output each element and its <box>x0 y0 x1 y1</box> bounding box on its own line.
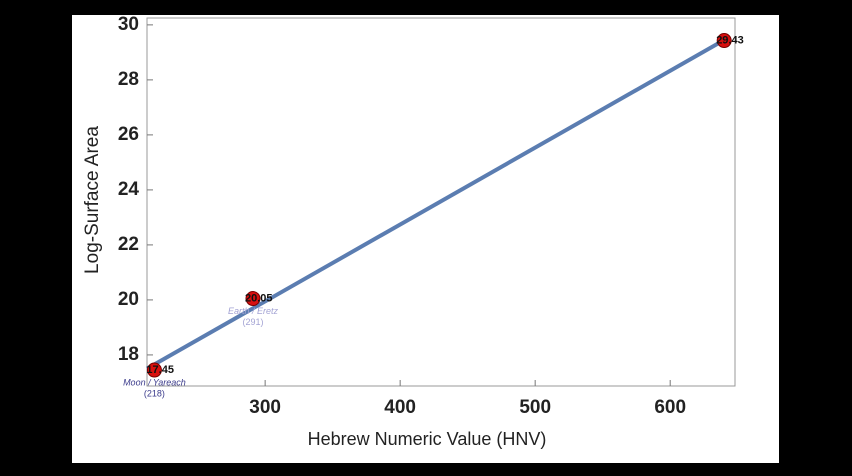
y-tick-label: 22 <box>118 234 139 255</box>
x-tick-label: 400 <box>384 397 416 418</box>
data-label: 17.45 <box>146 364 174 376</box>
x-tick-label: 500 <box>519 397 551 418</box>
x-tick-label: 300 <box>249 397 281 418</box>
y-tick-label: 28 <box>118 69 139 90</box>
fit-line <box>146 38 726 371</box>
data-point <box>146 362 162 378</box>
y-tick-label: 26 <box>118 124 139 145</box>
x-tick-label: 600 <box>654 397 686 418</box>
data-label: 20.05 <box>245 292 273 304</box>
y-tick-label: 30 <box>118 14 139 35</box>
point-annotation-value: (218) <box>144 388 165 398</box>
y-tick-label: 24 <box>118 179 140 200</box>
point-annotation-value: (291) <box>242 317 263 327</box>
data-point <box>716 33 732 49</box>
y-tick-label: 20 <box>118 289 139 310</box>
x-axis-label: Hebrew Numeric Value (HNV) <box>308 429 547 449</box>
data-label: 29.43 <box>716 34 744 46</box>
point-annotation: Moon / Yareach <box>123 377 186 387</box>
y-tick-label: 18 <box>118 344 139 365</box>
data-point <box>245 291 261 307</box>
chart-panel <box>72 15 779 463</box>
plot-frame <box>146 17 736 387</box>
y-axis-label: Log-Surface Area <box>82 126 103 274</box>
point-annotation: Earth / Eretz <box>228 306 279 316</box>
